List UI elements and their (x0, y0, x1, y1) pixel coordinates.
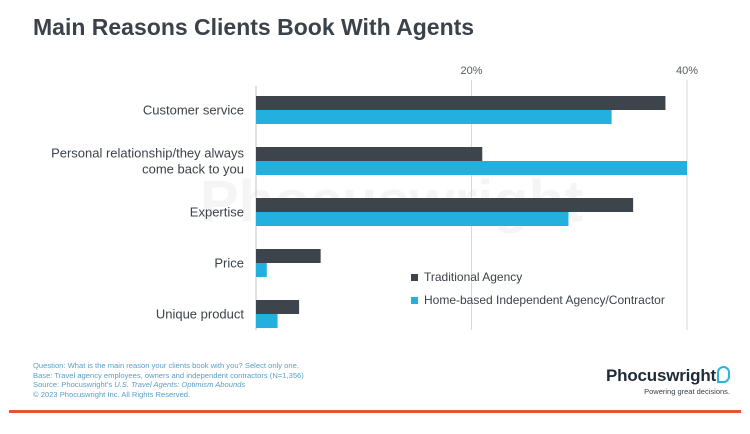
bottom-divider (9, 410, 741, 413)
brand-logo: Phocuswright Powering great decisions. (606, 366, 730, 396)
footnote: Question: What is the main reason your c… (33, 361, 304, 399)
category-label: Expertise (190, 205, 244, 220)
legend-label: Home-based Independent Agency/Contractor (424, 293, 665, 307)
footnote-source-prefix: Source: Phocuswright's (33, 380, 115, 390)
x-tick-label: 20% (460, 65, 482, 77)
bar-home-based-agency (256, 263, 267, 277)
page-title: Main Reasons Clients Book With Agents (33, 14, 475, 40)
bar-traditional-agency (256, 300, 300, 314)
category-label: Price (214, 256, 244, 271)
category-label: Unique product (156, 307, 245, 322)
category-label: come back to you (142, 162, 244, 177)
footnote-copyright: © 2023 Phocuswright Inc. All Rights Rese… (33, 389, 191, 399)
category-label: Personal relationship/they always (51, 146, 244, 161)
bar-traditional-agency (256, 96, 666, 110)
legend-swatch (411, 274, 418, 281)
x-tick-label: 40% (676, 65, 698, 77)
bar-home-based-agency (256, 212, 569, 226)
bar-home-based-agency (256, 314, 278, 328)
footnote-source: Source: Phocuswright's U.S. Travel Agent… (33, 380, 304, 390)
footnote-question: Question: What is the main reason your c… (33, 361, 299, 370)
category-label: Customer service (143, 103, 244, 118)
legend-swatch (411, 297, 418, 304)
bar-home-based-agency (256, 110, 612, 124)
footnote-base: Base: Travel agency employees, owners an… (33, 370, 304, 380)
bar-traditional-agency (256, 147, 483, 161)
bar-traditional-agency (256, 198, 634, 212)
legend-label: Traditional Agency (424, 270, 522, 284)
logo-name: Phocuswright (606, 366, 716, 385)
logo-tagline: Powering great decisions. (644, 387, 730, 396)
bar-traditional-agency (256, 249, 321, 263)
bar-home-based-agency (256, 161, 687, 175)
bar-chart: 20% 40% Customer service Personal relations… (51, 65, 698, 330)
logo-mark-icon (717, 366, 730, 383)
footnote-source-title: U.S. Travel Agents: Optimism Abounds (114, 380, 246, 390)
